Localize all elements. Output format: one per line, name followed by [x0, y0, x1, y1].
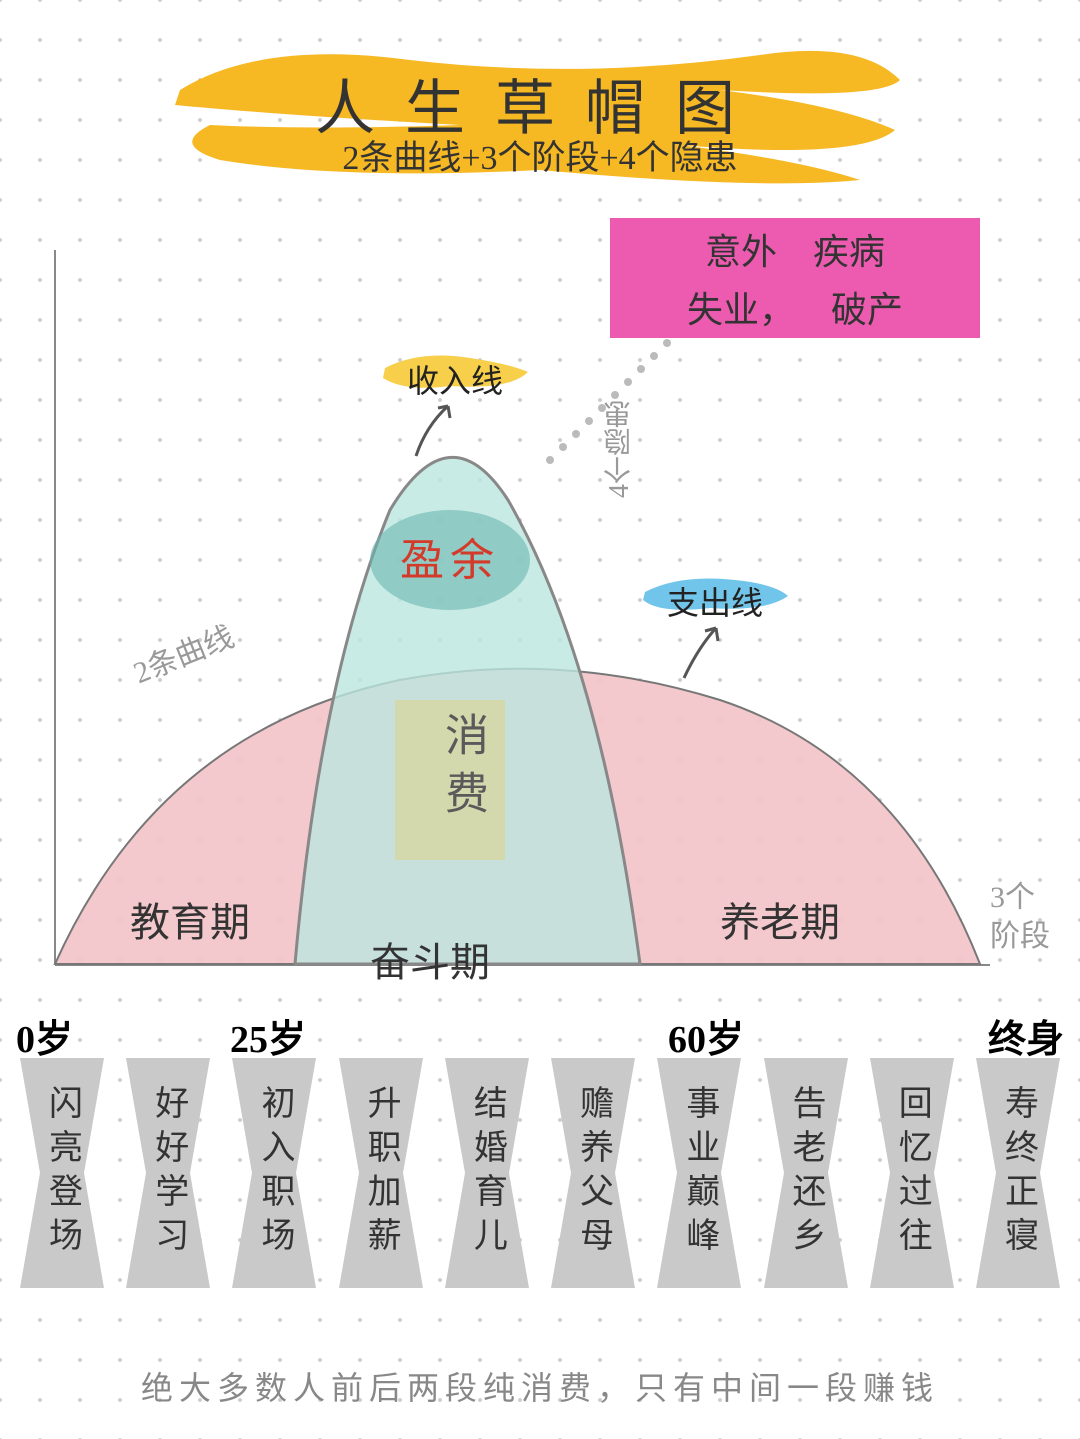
risks-box: 意外 疾病 失业， 破产 — [610, 218, 980, 338]
life-stage-banners: 闪亮登场 好好学习 初入职场 升职加薪 结婚育儿 赡养父母 事业巅峰 告老还乡 … — [20, 1058, 1060, 1288]
footer-caption: 绝大多数人前后两段纯消费，只有中间一段赚钱 — [141, 1363, 939, 1409]
life-stage-banner: 结婚育儿 — [445, 1058, 529, 1288]
note-four-risks: 4个隐患 — [600, 400, 640, 498]
life-stage-banner: 初入职场 — [232, 1058, 316, 1288]
life-stage-banner: 赡养父母 — [551, 1058, 635, 1288]
consumption-text: 消费 — [430, 712, 494, 828]
phase-education: 教育期 — [130, 890, 250, 948]
expense-line-label: 支出线 — [640, 570, 790, 616]
phase-strive: 奋斗期 — [370, 930, 490, 988]
phase-retire: 养老期 — [720, 890, 840, 948]
life-stage-banner: 好好学习 — [126, 1058, 210, 1288]
risk-item: 失业， — [687, 281, 795, 333]
age-tick-0: 0岁 — [16, 1008, 73, 1063]
life-stage-banner: 事业巅峰 — [657, 1058, 741, 1288]
life-stage-banner: 升职加薪 — [339, 1058, 423, 1288]
risk-item: 破产 — [831, 281, 903, 333]
arrow-to-expense — [672, 618, 732, 688]
age-tick-25: 25岁 — [230, 1008, 306, 1063]
arrow-to-income — [406, 396, 466, 466]
life-stage-banner: 寿终正寝 — [976, 1058, 1060, 1288]
note-three-phases: 3个 阶段 — [990, 878, 1060, 956]
risk-item: 意外 — [705, 223, 777, 275]
income-line-label: 收入线 — [380, 348, 530, 394]
age-tick-end: 终身 — [988, 1008, 1064, 1063]
life-stage-banner: 闪亮登场 — [20, 1058, 104, 1288]
age-tick-60: 60岁 — [668, 1008, 744, 1063]
life-stage-banner: 告老还乡 — [764, 1058, 848, 1288]
title-sub: 2条曲线+3个阶段+4个隐患 — [342, 130, 737, 179]
life-stage-banner: 回忆过往 — [870, 1058, 954, 1288]
strawhat-chart — [40, 250, 1040, 970]
risk-item: 疾病 — [813, 223, 885, 275]
surplus-text: 盈余 — [400, 524, 500, 588]
